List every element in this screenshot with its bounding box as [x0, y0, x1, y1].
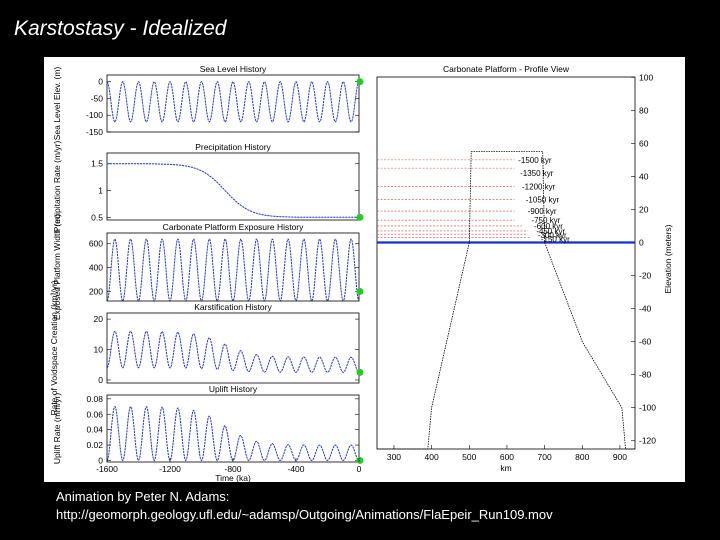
profile-xtick-label: 400 — [425, 452, 439, 462]
profile-xtick-label: 500 — [462, 452, 476, 462]
panel-2-frame — [106, 152, 360, 221]
panel-5-xtick-label: -1600 — [96, 464, 118, 474]
panel-5-ytick-label: 0.02 — [86, 440, 103, 450]
profile-ytick-label: -80 — [639, 370, 652, 380]
profile-ylabel: Elevation (meters) — [663, 224, 673, 293]
panel-4-title: Karstification History — [194, 302, 272, 312]
panel-2-series-line — [107, 163, 359, 218]
panel-4-frame — [106, 312, 360, 384]
caption: Animation by Peter N. Adams: http://geom… — [56, 488, 553, 524]
profile-ytick-label: 80 — [639, 105, 649, 115]
profile-xtick-label: 600 — [500, 452, 514, 462]
panel-5-ytick-label: 0 — [98, 455, 103, 465]
slide-title: Karstostasy - Idealized — [14, 17, 227, 40]
kyr-label: -750 kyr — [531, 216, 560, 225]
panel-5-title: Uplift History — [209, 384, 258, 394]
panel-5-series-line — [106, 406, 360, 462]
panel-3-series-line — [106, 238, 360, 302]
panel-2-ytick-label: 0.5 — [91, 212, 103, 222]
profile-title: Carbonate Platform - Profile View — [443, 64, 570, 74]
profile-xlabel: km — [500, 463, 511, 473]
panel-5-xtick-label: -800 — [224, 464, 241, 474]
profile-ytick-label: -100 — [639, 403, 656, 413]
profile-ytick-label: 100 — [639, 72, 653, 82]
kyr-label: -1500 kyr — [518, 156, 552, 165]
panel-5-frame — [106, 394, 360, 463]
profile-frame — [376, 76, 636, 450]
panel-3-ytick-label: 400 — [89, 263, 103, 273]
profile-ytick-label: -120 — [639, 436, 656, 446]
kyr-label: -1200 kyr — [522, 182, 556, 191]
caption-url: http://geomorph.geology.ufl.edu/~adamsp/… — [56, 507, 553, 522]
profile-ytick-label: 20 — [639, 204, 649, 214]
kyr-label: -1350 kyr — [520, 169, 554, 178]
panel-5-ytick-label: 0.04 — [86, 425, 103, 435]
profile-xtick-label: 800 — [575, 452, 589, 462]
panel-5-ytick-label: 0.08 — [86, 394, 103, 404]
panel-5-xtick-label: 0 — [357, 464, 362, 474]
panel-1-current-marker — [356, 78, 364, 86]
profile-ytick-label: 0 — [639, 237, 644, 247]
panel-4-ytick-label: 20 — [94, 314, 104, 324]
kyr-label: -150 kyr — [541, 235, 570, 244]
profile-xtick-label: 900 — [613, 452, 627, 462]
panel-3-ytick-label: 600 — [89, 239, 103, 249]
kyr-label: -450 kyr — [536, 227, 565, 236]
panel-2-ytick-label: 1.5 — [91, 159, 103, 169]
panel-1-ylabel: Sea Level Elev. (m) — [52, 67, 62, 141]
panel-3-title: Carbonate Platform Exposure History — [163, 222, 305, 232]
profile-ytick-label: 60 — [639, 138, 649, 148]
panel-5-ylabel: Uplift Rate (mm/yr) — [52, 393, 62, 464]
panel-1-ytick-label: -50 — [91, 93, 104, 103]
panel-4-ytick-label: 0 — [98, 375, 103, 385]
panel-1-title: Sea Level History — [200, 64, 267, 74]
panel-4-ytick-label: 10 — [94, 345, 104, 355]
panel-4-ylabel: Rate of Voidspace Creation (km³/yr) — [49, 280, 59, 415]
caption-credit: Animation by Peter N. Adams: — [56, 489, 230, 504]
panel-1-frame — [106, 74, 360, 133]
figure-svg: Sea Level History 0 -50 -100 -150 Sea Level E… — [49, 64, 673, 483]
panel-3-ylabel: Exposed Platform Width (m) — [52, 214, 62, 320]
kyr-label: -1050 kyr — [526, 196, 560, 205]
figure-panel: Sea Level History 0 -50 -100 -150 Sea Level E… — [44, 57, 685, 483]
panel-5-xtick-label: -400 — [287, 464, 304, 474]
panel-5-xtick-label: -1200 — [159, 464, 181, 474]
kyr-label: -300 kyr — [538, 231, 567, 240]
panel-2-ylabel: Precipitation Rate (m/yr) — [52, 141, 62, 233]
platform-profile-line — [377, 151, 635, 450]
panel-1-ytick-label: 0 — [98, 77, 103, 87]
panel-5-current-marker — [356, 456, 364, 464]
panel-3-ytick-label: 200 — [89, 286, 103, 296]
profile-ytick-label: -60 — [639, 337, 652, 347]
panel-4-series-line — [106, 330, 360, 373]
panel-2-current-marker — [356, 213, 364, 221]
panel-5-ytick-label: 0.06 — [86, 409, 103, 419]
panel-2-ytick-label: 1 — [98, 186, 103, 196]
panel-1-ytick-label: -150 — [86, 127, 103, 137]
profile-ytick-label: -20 — [639, 271, 652, 281]
panel-4-current-marker — [356, 368, 364, 376]
profile-xtick-label: 300 — [387, 452, 401, 462]
panel-3-frame — [106, 232, 360, 302]
profile-ytick-label: 40 — [639, 171, 649, 181]
profile-ytick-label: -40 — [639, 304, 652, 314]
panel-2-title: Precipitation History — [195, 142, 271, 152]
panel-1-series-line — [106, 80, 360, 123]
kyr-label: -900 kyr — [528, 207, 557, 216]
panel-5-xlabel: Time (ka) — [215, 473, 251, 482]
kyr-label: -600 kyr — [534, 222, 563, 231]
panel-3-current-marker — [356, 287, 364, 295]
panel-1-ytick-label: -100 — [86, 110, 103, 120]
profile-xtick-label: 700 — [538, 452, 552, 462]
